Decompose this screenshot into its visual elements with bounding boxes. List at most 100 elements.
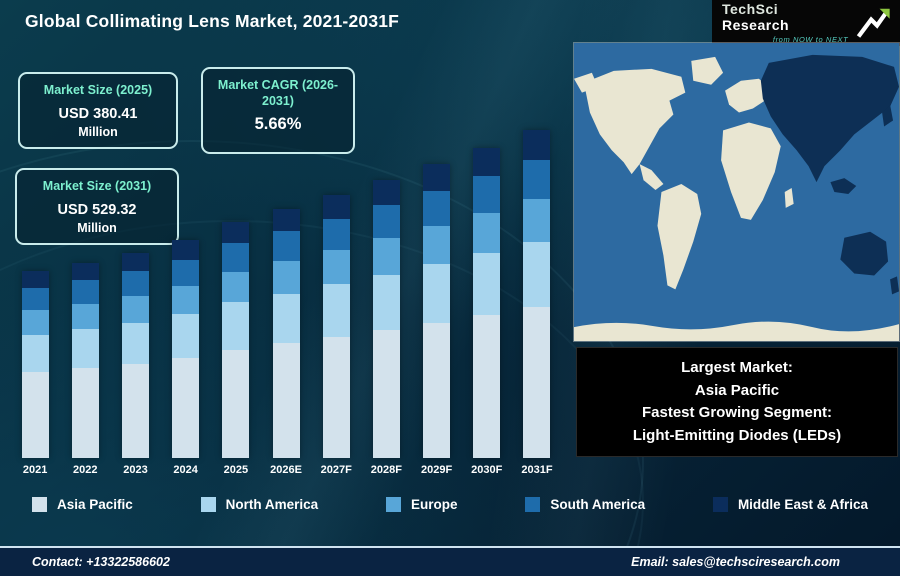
- legend-label: Asia Pacific: [57, 497, 133, 512]
- footer-contact: Contact: +13322586602: [32, 555, 170, 569]
- bar-segment-asia-pacific: [172, 357, 200, 458]
- stat-box-market-size-2025: Market Size (2025) USD 380.41 Million: [18, 72, 178, 150]
- bar-segment-north-america: [272, 293, 300, 344]
- bar-segment-asia-pacific: [322, 336, 350, 458]
- bar-segment-north-america: [322, 284, 350, 337]
- bar-segment-middle-east-africa: [121, 252, 149, 272]
- bar-column-2026E: 2026E: [261, 118, 311, 476]
- bar-stack: [473, 147, 501, 458]
- map-asia-highlight: [760, 54, 899, 183]
- info-line: Largest Market:: [681, 359, 793, 376]
- bar-column-2027F: 2027F: [311, 118, 361, 476]
- bar-segment-middle-east-africa: [523, 130, 551, 160]
- bar-segment-middle-east-africa: [172, 239, 200, 260]
- bar-stack: [222, 222, 250, 458]
- map-europe: [725, 78, 769, 113]
- logo-text: TechSci Research from NOW to NEXT: [722, 1, 848, 43]
- x-axis-label: 2028F: [370, 464, 402, 476]
- bar-segment-europe: [71, 303, 99, 330]
- x-axis-label: 2030F: [471, 464, 503, 476]
- footer-bar: Contact: +13322586602 Email: sales@techs…: [0, 546, 900, 576]
- legend-item-south-america: South America: [525, 497, 645, 512]
- world-map-svg: [574, 43, 899, 341]
- logo-brand: TechSci Research: [722, 1, 848, 33]
- stat-value: 5.66%: [254, 115, 302, 134]
- logo-brand-part2: Research: [722, 16, 790, 33]
- stacked-bar-chart: 2021 2022 2023 2024 2025 2026E 2027F 2028F 2029F…: [10, 118, 562, 476]
- info-line: Light-Emitting Diodes (LEDs): [632, 426, 842, 444]
- map-north-america: [583, 68, 686, 175]
- page-title: Global Collimating Lens Market, 2021-203…: [25, 11, 400, 31]
- bar-segment-europe: [21, 310, 49, 335]
- bar-segment-asia-pacific: [272, 343, 300, 458]
- bar-segment-middle-east-africa: [71, 262, 99, 281]
- legend-swatch: [525, 497, 541, 512]
- info-line: Fastest Growing Segment:: [641, 404, 833, 421]
- chart-legend: Asia Pacific North America Europe South Ame…: [10, 497, 890, 512]
- x-axis-label: 2021: [22, 464, 48, 476]
- bar-segment-north-america: [121, 322, 149, 364]
- bar-segment-south-america: [272, 231, 300, 262]
- legend-item-middle-east-africa: Middle East & Africa: [712, 497, 868, 512]
- bar-segment-south-america: [21, 287, 49, 311]
- stat-box-market-size-2031: Market Size (2031) USD 529.32 Million: [15, 168, 179, 246]
- bar-segment-north-america: [372, 274, 400, 331]
- bar-segment-asia-pacific: [71, 368, 99, 458]
- map-africa: [721, 122, 781, 220]
- x-axis-label: 2023: [123, 464, 148, 476]
- bar-segment-europe: [322, 250, 350, 285]
- bar-segment-north-america: [21, 334, 49, 372]
- bar-segment-europe: [272, 261, 300, 294]
- legend-item-north-america: North America: [200, 497, 319, 512]
- bar-column-2031F: 2031F: [512, 118, 562, 476]
- stat-box-market-cagr: Market CAGR (2026-2031) 5.66%: [201, 67, 355, 154]
- bar-segment-south-america: [473, 175, 501, 213]
- bar-segment-asia-pacific: [423, 322, 451, 458]
- x-axis-label: 2031F: [521, 464, 553, 476]
- bar-segment-north-america: [222, 302, 250, 350]
- x-axis-label: 2026E: [270, 464, 302, 476]
- legend-label: North America: [225, 497, 319, 512]
- map-south-america: [657, 184, 702, 290]
- legend-swatch: [712, 497, 728, 512]
- bar-segment-south-america: [322, 218, 350, 251]
- map-japan-highlight: [882, 104, 894, 127]
- bar-segment-north-america: [71, 329, 99, 369]
- bar-segment-europe: [172, 285, 200, 315]
- bar-segment-south-america: [71, 280, 99, 304]
- bar-segment-south-america: [523, 159, 551, 199]
- bar-segment-europe: [523, 198, 551, 242]
- bar-stack: [423, 164, 451, 458]
- bar-segment-north-america: [523, 241, 551, 308]
- bar-column-2029F: 2029F: [412, 118, 462, 476]
- stat-value: USD 529.32: [57, 201, 137, 218]
- bar-segment-europe: [423, 225, 451, 265]
- bar-segment-asia-pacific: [523, 307, 551, 458]
- bar-segment-middle-east-africa: [473, 147, 501, 176]
- stat-label: Market CAGR (2026-2031): [217, 78, 339, 108]
- bar-stack: [121, 252, 149, 458]
- stat-unit: Million: [78, 125, 118, 140]
- bar-segment-europe: [222, 271, 250, 303]
- map-central-america: [639, 164, 664, 191]
- footer-email: Email: sales@techsciresearch.com: [631, 555, 840, 569]
- bar-segment-middle-east-africa: [423, 164, 451, 191]
- bar-segment-asia-pacific: [222, 349, 250, 458]
- bar-column-2030F: 2030F: [462, 118, 512, 476]
- techsci-logo: TechSci Research from NOW to NEXT: [712, 0, 900, 46]
- bar-segment-north-america: [423, 264, 451, 323]
- bar-segment-middle-east-africa: [322, 194, 350, 219]
- largest-market-info-box: Largest Market: Asia Pacific Fastest Gro…: [576, 347, 898, 457]
- bar-column-2025: 2025: [211, 118, 261, 476]
- bar-column-2023: 2023: [110, 118, 160, 476]
- bar-stack: [71, 262, 99, 458]
- x-axis-label: 2024: [173, 464, 198, 476]
- stat-label: Market Size (2031): [42, 179, 152, 193]
- legend-label: South America: [550, 497, 646, 512]
- map-greenland: [691, 56, 724, 85]
- logo-brand-part1: TechSci: [722, 1, 779, 18]
- legend-label: Europe: [410, 497, 458, 512]
- legend-swatch: [385, 497, 401, 512]
- stat-value: USD 380.41: [58, 105, 138, 122]
